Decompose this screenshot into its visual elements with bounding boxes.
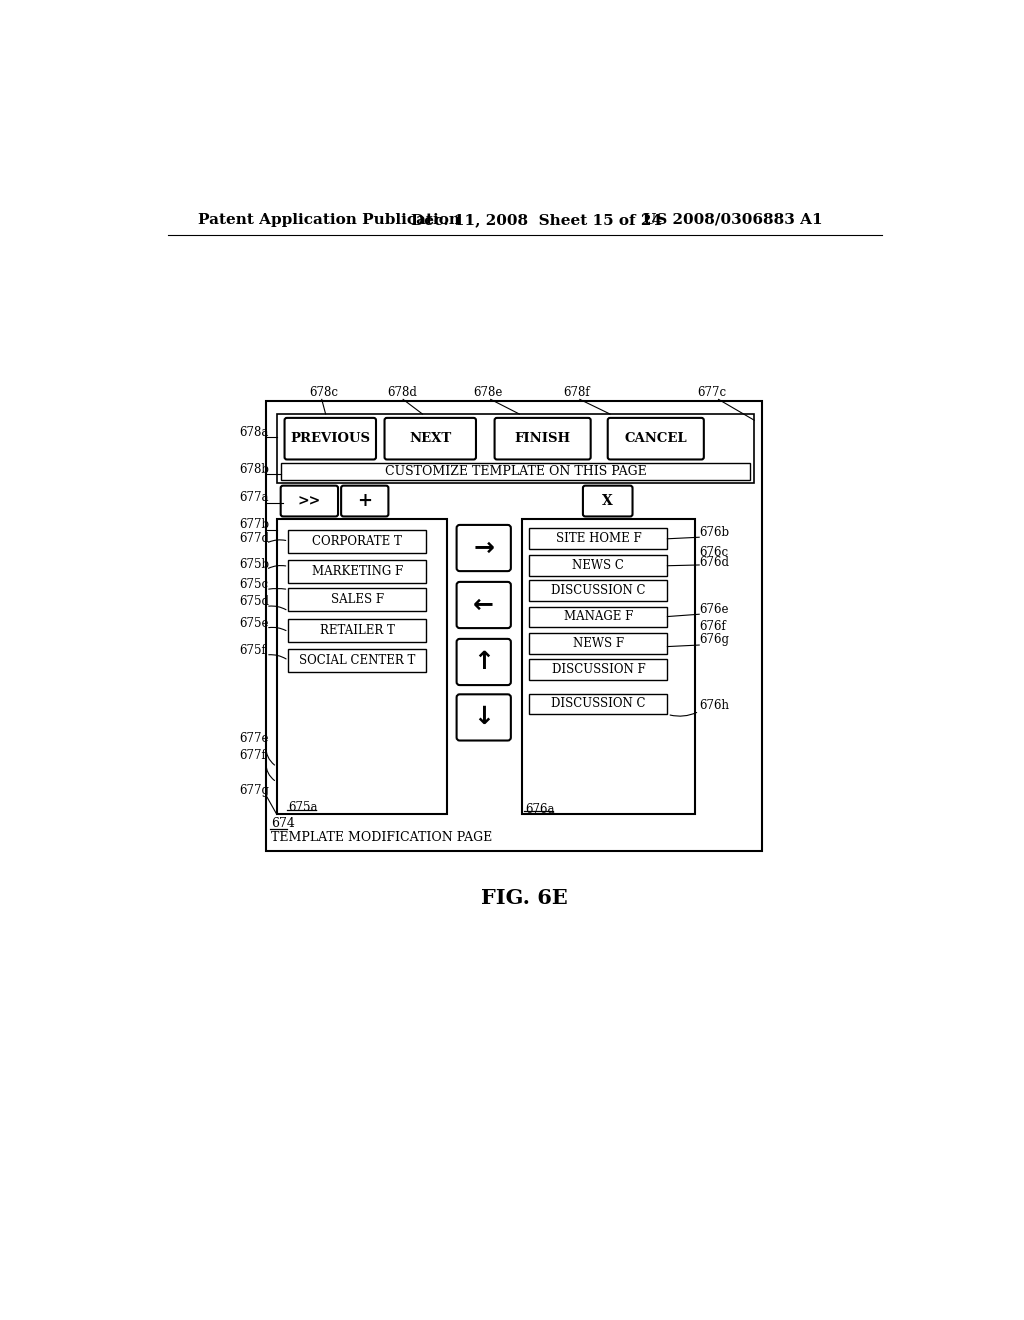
Text: 676e: 676e (699, 603, 729, 615)
Text: 675f: 675f (239, 644, 265, 656)
Text: 678e: 678e (474, 385, 503, 399)
Bar (266, 401, 762, 851)
Bar (281, 462, 751, 480)
Bar (529, 659, 668, 680)
Text: DISCUSSION C: DISCUSSION C (551, 697, 646, 710)
Text: 676c: 676c (699, 545, 728, 558)
Bar (289, 560, 426, 583)
Text: ↑: ↑ (473, 649, 495, 675)
Text: CANCEL: CANCEL (625, 432, 687, 445)
Text: Patent Application Publication: Patent Application Publication (198, 213, 460, 227)
Text: 676h: 676h (699, 700, 729, 711)
Text: NEXT: NEXT (410, 432, 452, 445)
Text: RETAILER T: RETAILER T (319, 624, 395, 638)
Bar (276, 414, 755, 483)
Text: NEWS F: NEWS F (572, 636, 624, 649)
Bar (276, 519, 447, 814)
Text: 676f: 676f (699, 619, 726, 632)
Text: SITE HOME F: SITE HOME F (556, 532, 641, 545)
Text: 678d: 678d (387, 385, 417, 399)
Text: 676b: 676b (699, 525, 729, 539)
Text: 678a: 678a (239, 425, 268, 438)
Text: FIG. 6E: FIG. 6E (481, 887, 568, 908)
Text: 675c: 675c (239, 578, 268, 591)
Text: 676d: 676d (699, 557, 729, 569)
Text: 677e: 677e (239, 733, 268, 744)
Text: Dec. 11, 2008  Sheet 15 of 24: Dec. 11, 2008 Sheet 15 of 24 (411, 213, 662, 227)
Text: PREVIOUS: PREVIOUS (290, 432, 371, 445)
Text: ↓: ↓ (473, 705, 495, 730)
Text: US 2008/0306883 A1: US 2008/0306883 A1 (643, 213, 823, 227)
Text: MARKETING F: MARKETING F (311, 565, 403, 578)
Bar (529, 581, 668, 601)
Text: X: X (602, 494, 613, 508)
Text: DISCUSSION C: DISCUSSION C (551, 585, 646, 597)
Text: >>: >> (298, 494, 321, 508)
Text: 677d: 677d (239, 532, 269, 545)
FancyBboxPatch shape (495, 418, 591, 459)
FancyBboxPatch shape (583, 486, 633, 516)
Bar (521, 519, 695, 814)
Text: 677f: 677f (239, 748, 265, 762)
Text: 675b: 675b (239, 558, 269, 572)
Text: 678f: 678f (563, 385, 590, 399)
Text: →: → (473, 536, 495, 560)
Text: 676g: 676g (699, 634, 729, 647)
FancyBboxPatch shape (457, 525, 511, 572)
FancyBboxPatch shape (457, 582, 511, 628)
FancyBboxPatch shape (457, 639, 511, 685)
Text: 677a: 677a (239, 491, 268, 504)
Text: NEWS C: NEWS C (572, 558, 625, 572)
FancyBboxPatch shape (385, 418, 476, 459)
Text: 678c: 678c (309, 385, 338, 399)
FancyBboxPatch shape (281, 486, 338, 516)
Bar (289, 529, 426, 553)
Bar (289, 649, 426, 672)
FancyBboxPatch shape (607, 418, 703, 459)
Text: DISCUSSION F: DISCUSSION F (552, 663, 645, 676)
Text: MANAGE F: MANAGE F (564, 610, 633, 623)
Bar (529, 693, 668, 714)
Text: 676a: 676a (525, 803, 555, 816)
Text: SOCIAL CENTER T: SOCIAL CENTER T (299, 653, 416, 667)
Text: SALES F: SALES F (331, 593, 384, 606)
FancyBboxPatch shape (341, 486, 388, 516)
Bar (289, 589, 426, 611)
Text: TEMPLATE MODIFICATION PAGE: TEMPLATE MODIFICATION PAGE (271, 830, 493, 843)
Text: CORPORATE T: CORPORATE T (312, 535, 402, 548)
Bar (529, 632, 668, 653)
Bar (289, 619, 426, 642)
Text: 677b: 677b (239, 517, 269, 531)
Text: CUSTOMIZE TEMPLATE ON THIS PAGE: CUSTOMIZE TEMPLATE ON THIS PAGE (385, 465, 646, 478)
Bar (529, 607, 668, 627)
Bar (529, 528, 668, 549)
Text: 675a: 675a (289, 801, 317, 814)
Text: 674: 674 (271, 817, 295, 830)
Text: FINISH: FINISH (515, 432, 570, 445)
Text: 675d: 675d (239, 595, 269, 609)
Text: 677g: 677g (239, 784, 269, 797)
FancyBboxPatch shape (285, 418, 376, 459)
Text: 677c: 677c (697, 385, 726, 399)
Text: ←: ← (473, 593, 495, 616)
Text: +: + (357, 492, 372, 510)
Bar (529, 554, 668, 576)
Text: 675e: 675e (239, 616, 268, 630)
Text: 678b: 678b (239, 462, 269, 475)
FancyBboxPatch shape (457, 694, 511, 741)
